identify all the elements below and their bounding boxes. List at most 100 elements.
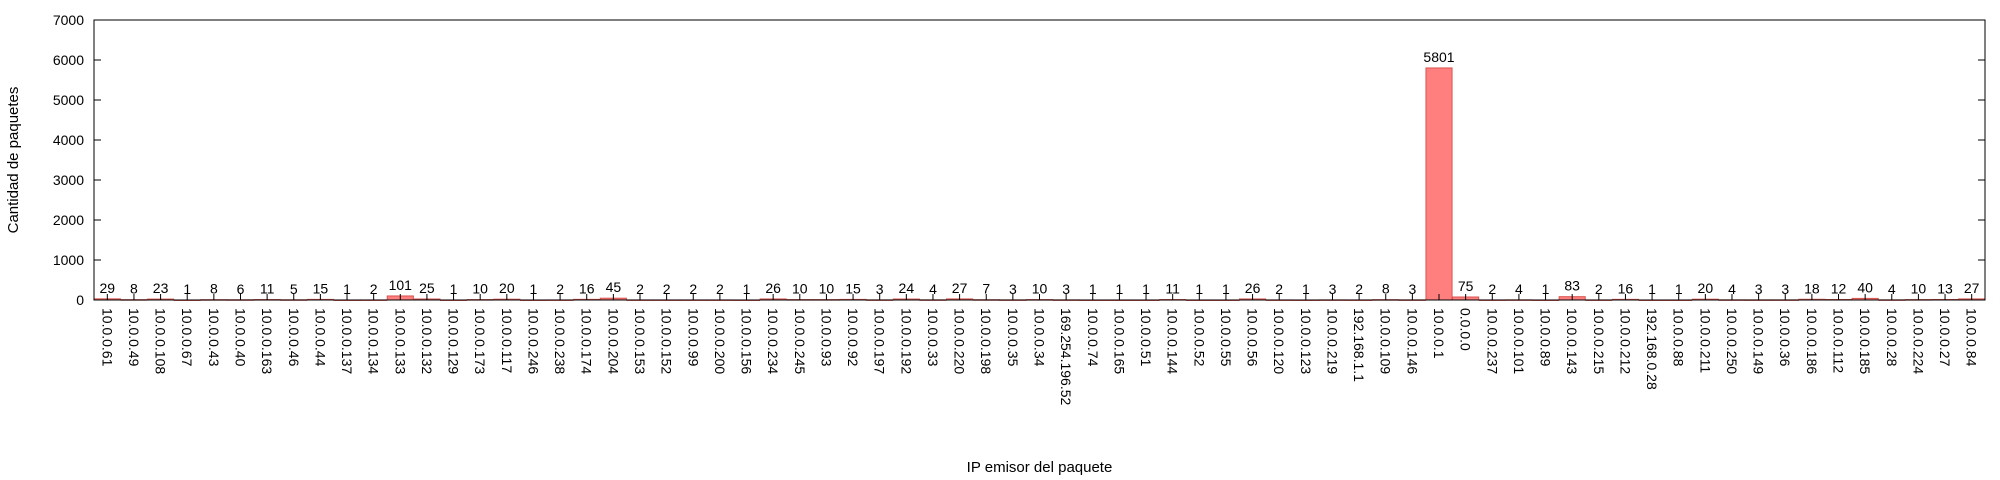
x-tick-label: 10.0.0.101 [1511,308,1527,374]
x-tick-label: 192.168.1.1 [1351,308,1367,382]
x-axis-label: IP emisor del paquete [967,459,1113,476]
bar-value-label: 2 [689,281,697,297]
bar-value-label: 3 [1062,281,1070,297]
x-tick-label: 10.0.0.109 [1378,308,1394,374]
x-tick-label: 10.0.0.137 [339,308,355,374]
bar-value-label: 20 [499,280,515,296]
bar-value-label: 40 [1857,279,1873,295]
x-tick-label: 10.0.0.52 [1191,308,1207,367]
x-tick-label: 10.0.0.250 [1724,308,1740,374]
bar-value-label: 2 [370,281,378,297]
x-tick-label: 10.0.0.36 [1777,308,1793,367]
bar-value-label: 2 [1595,281,1603,297]
x-tick-label: 10.0.0.146 [1404,308,1420,374]
x-tick-label: 10.0.0.44 [312,308,328,367]
x-tick-label: 10.0.0.200 [712,308,728,374]
bar-value-label: 4 [929,281,937,297]
y-tick-label: 7000 [53,12,84,28]
x-tick-label: 10.0.0.43 [206,308,222,367]
x-tick-label: 10.0.0.246 [525,308,541,374]
y-tick-label: 2000 [53,212,84,228]
bar-value-label: 26 [765,280,781,296]
bar-value-label: 1 [530,281,538,297]
bar-value-label: 83 [1564,278,1580,294]
bar-value-label: 26 [1245,280,1261,296]
bar-value-label: 10 [472,281,488,297]
x-tick-label: 10.0.0.74 [1085,308,1101,367]
x-tick-label: 10.0.0.88 [1671,308,1687,367]
bar-value-label: 2 [556,281,564,297]
x-tick-label: 10.0.0.108 [153,308,169,374]
plot-area-frame [93,19,1986,301]
bar-value-label: 3 [1329,281,1337,297]
x-tick-label: 10.0.0.112 [1831,308,1847,373]
x-tick-label: 10.0.0.92 [845,308,861,367]
bar-value-label: 1 [1542,281,1550,297]
x-tick-label: 0.0.0.0 [1458,308,1474,351]
x-tick-label: 10.0.0.51 [1138,308,1154,367]
bar-value-label: 1 [1675,281,1683,297]
x-tick-label: 10.0.0.173 [472,308,488,374]
y-tick-label: 6000 [53,52,84,68]
bar-value-label: 1 [183,281,191,297]
x-tick-label: 10.0.0.84 [1964,308,1980,367]
x-tick-label: 10.0.0.211 [1697,308,1713,373]
x-tick-label: 10.0.0.234 [765,308,781,374]
y-axis-label: Cantidad de paquetes [5,87,22,234]
x-tick-label: 10.0.0.198 [978,308,994,374]
bar-value-label: 25 [419,280,435,296]
x-tick-label: 10.0.0.204 [605,308,621,374]
y-tick-label: 5000 [53,92,84,108]
bar-value-label: 20 [1698,280,1714,296]
x-tick-label: 10.0.0.33 [925,308,941,367]
bar-value-label: 16 [1618,280,1634,296]
bar-value-label: 2 [1355,281,1363,297]
bars-group [93,67,1986,301]
bar-value-label: 8 [1382,281,1390,297]
bar-value-label: 1 [1142,281,1150,297]
bar-value-label: 10 [1911,281,1927,297]
x-tick-label: 10.0.0.55 [1218,308,1234,367]
bar-value-label: 12 [1831,281,1847,297]
x-tick-label: 10.0.0.153 [632,308,648,374]
x-tick-label: 10.0.0.174 [579,308,595,374]
x-tick-label: 10.0.0.192 [898,308,914,374]
bar-value-label: 23 [153,280,169,296]
x-tick-label: 192.168.0.28 [1644,308,1660,390]
x-tick-label: 10.0.0.1 [1431,308,1447,359]
bar-value-label: 45 [606,279,622,295]
bar-value-label: 75 [1458,278,1474,294]
bar-value-label: 2 [1275,281,1283,297]
x-tick-label: 10.0.0.245 [792,308,808,374]
x-tick-label: 10.0.0.149 [1751,308,1767,374]
bar-value-label: 27 [1964,280,1980,296]
bar-value-label: 11 [260,281,275,297]
x-tick-label: 10.0.0.197 [872,308,888,374]
x-tick-label: 10.0.0.219 [1324,308,1340,374]
bar-value-label: 15 [313,280,329,296]
bar-value-label: 5 [290,281,298,297]
x-axis-ticks: 10.0.0.61 10.0.0.49 10.0.0.108 10.0.0.67 10.… [99,294,1980,406]
bar-value-label: 2 [663,281,671,297]
bar-value-label: 16 [579,280,595,296]
x-tick-label: 169.254.196.52 [1058,308,1074,406]
x-tick-label: 10.0.0.89 [1538,308,1554,367]
x-tick-label: 10.0.0.237 [1484,308,1500,374]
x-tick-label: 10.0.0.134 [366,308,382,374]
y-tick-label: 4000 [53,132,84,148]
bar-value-label: 3 [1009,281,1017,297]
x-tick-label: 10.0.0.133 [392,308,408,374]
bar-value-label: 6 [237,281,245,297]
x-tick-label: 10.0.0.61 [99,308,115,367]
x-tick-label: 10.0.0.163 [259,308,275,374]
bar-value-label: 11 [1165,281,1180,297]
bar-value-label: 7 [982,281,990,297]
bar-value-label: 3 [1755,281,1763,297]
x-tick-label: 10.0.0.185 [1857,308,1873,374]
x-tick-label: 10.0.0.152 [659,308,675,374]
x-tick-label: 10.0.0.132 [419,308,435,374]
x-tick-label: 10.0.0.165 [1111,308,1127,374]
x-tick-label: 10.0.0.186 [1804,308,1820,374]
x-tick-label: 10.0.0.212 [1617,308,1633,374]
